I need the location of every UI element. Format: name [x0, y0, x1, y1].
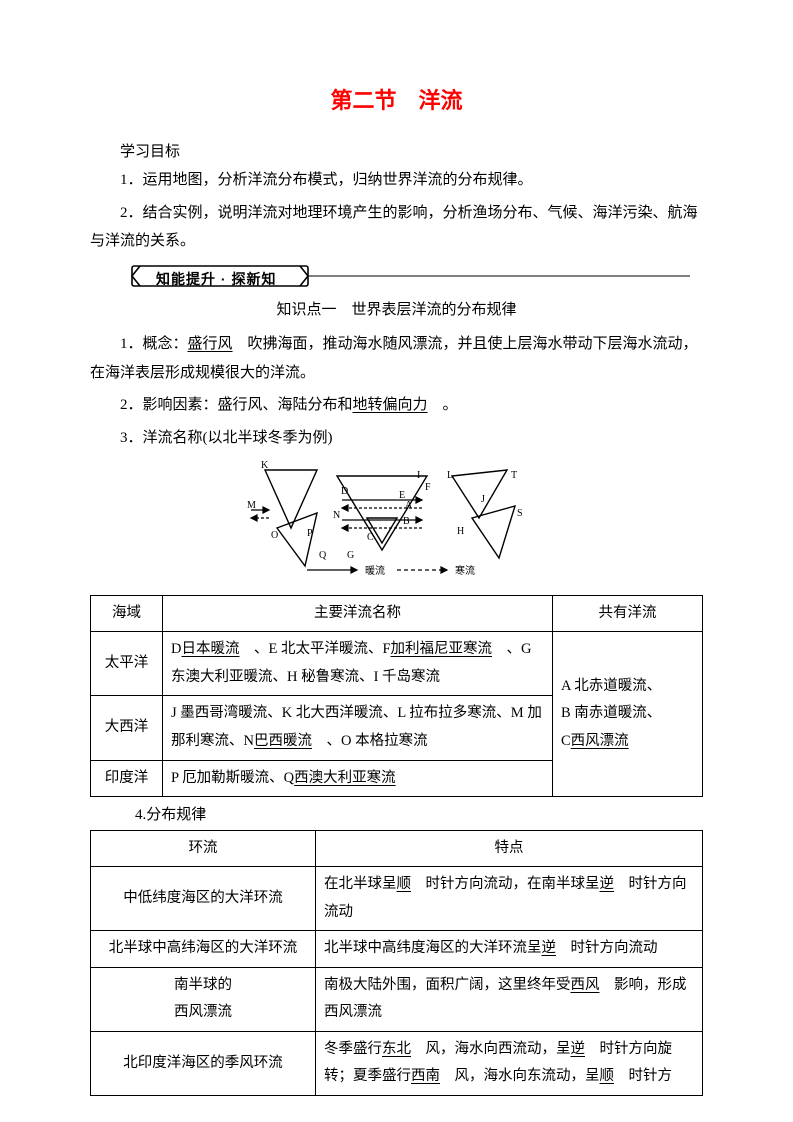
- cell-r1c1: 中低纬度海区的大洋环流: [91, 867, 316, 931]
- svg-text:D: D: [341, 486, 348, 497]
- concept-line: 1．概念：盛行风 吹拂海面，推动海水随风漂流，并且使上层海水带动下层海水流动，在…: [90, 330, 703, 387]
- concept-blank: 盛行风: [188, 336, 233, 352]
- cell-indian-names: P 厄加勒斯暖流、Q西澳大利亚寒流: [163, 760, 553, 797]
- cell-r4c2: 冬季盛行东北 风，海水向西流动，呈逆 时针方向旋转；夏季盛行西南 风，海水向东流…: [316, 1031, 703, 1095]
- svg-text:暖流: 暖流: [365, 564, 385, 576]
- section-banner: 知能提升 · 探新知: [130, 264, 703, 292]
- banner-label: 知能提升 · 探新知: [156, 266, 276, 293]
- goal-2: 2．结合实例，说明洋流对地理环境产生的影响，分析渔场分布、气候、海洋污染、航海与…: [90, 199, 703, 256]
- svg-text:G: G: [347, 550, 354, 561]
- cell-r3c2: 南极大陆外围，面积广阔，这里终年受西风 影响，形成西风漂流: [316, 967, 703, 1031]
- svg-text:S: S: [517, 508, 523, 519]
- ocean-diagram-svg: K M O P Q G D E A B C F I H N L J T S 暖流…: [247, 458, 547, 576]
- cell-r1c2: 在北半球呈顺 时针方向流动，在南半球呈逆 时针方向流动: [316, 867, 703, 931]
- svg-text:Q: Q: [319, 550, 327, 561]
- svg-text:A: A: [405, 500, 413, 511]
- svg-text:O: O: [271, 530, 278, 541]
- cell-indian: 印度洋: [91, 760, 163, 797]
- svg-text:P: P: [307, 528, 313, 539]
- knowledge-point-title: 知识点一 世界表层洋流的分布规律: [90, 296, 703, 325]
- factors-line: 2．影响因素：盛行风、海陆分布和地转偏向力 。: [90, 391, 703, 420]
- th-feature: 特点: [316, 830, 703, 867]
- cell-r4c1: 北印度洋海区的季风环流: [91, 1031, 316, 1095]
- factors-pre: 2．影响因素：盛行风、海陆分布和: [120, 397, 353, 413]
- th-gyre: 环流: [91, 830, 316, 867]
- shared-c: C西风漂流: [561, 728, 694, 756]
- svg-text:B: B: [403, 516, 410, 527]
- svg-text:L: L: [447, 470, 453, 481]
- cell-shared: A 北赤道暖流、 B 南赤道暖流、 C西风漂流: [553, 632, 703, 797]
- ocean-diagram: K M O P Q G D E A B C F I H N L J T S 暖流…: [90, 458, 703, 587]
- svg-text:M: M: [247, 500, 256, 511]
- factors-blank: 地转偏向力: [353, 397, 428, 413]
- cell-atlantic: 大西洋: [91, 696, 163, 760]
- svg-text:I: I: [417, 470, 420, 481]
- svg-text:C: C: [367, 532, 374, 543]
- shared-a: A 北赤道暖流、: [561, 673, 694, 701]
- names-label: 3．洋流名称(以北半球冬季为例): [90, 424, 703, 453]
- page-title: 第二节 洋流: [90, 80, 703, 122]
- cell-r2c2: 北半球中高纬度海区的大洋环流呈逆 时针方向流动: [316, 931, 703, 968]
- svg-text:K: K: [261, 460, 269, 471]
- svg-text:H: H: [457, 526, 464, 537]
- table-row-header: 海域 主要洋流名称 共有洋流: [91, 595, 703, 632]
- table-row: 南半球的 西风漂流 南极大陆外围，面积广阔，这里终年受西风 影响，形成西风漂流: [91, 967, 703, 1031]
- rules-table: 环流 特点 中低纬度海区的大洋环流 在北半球呈顺 时针方向流动，在南半球呈逆 时…: [90, 830, 703, 1096]
- shared-b: B 南赤道暖流、: [561, 700, 694, 728]
- rules-label: 4.分布规律: [90, 801, 703, 830]
- goal-1: 1．运用地图，分析洋流分布模式，归纳世界洋流的分布规律。: [90, 166, 703, 195]
- svg-text:J: J: [481, 494, 485, 505]
- cell-r2c1: 北半球中高纬海区的大洋环流: [91, 931, 316, 968]
- table-row: 北半球中高纬海区的大洋环流 北半球中高纬度海区的大洋环流呈逆 时针方向流动: [91, 931, 703, 968]
- table-row: 中低纬度海区的大洋环流 在北半球呈顺 时针方向流动，在南半球呈逆 时针方向流动: [91, 867, 703, 931]
- cell-r3c1: 南半球的 西风漂流: [91, 967, 316, 1031]
- svg-text:T: T: [511, 470, 517, 481]
- cell-pacific-names: D日本暖流 、E 北太平洋暖流、F加利福尼亚寒流 、G 东澳大利亚暖流、H 秘鲁…: [163, 632, 553, 696]
- svg-text:N: N: [333, 510, 340, 521]
- th-shared: 共有洋流: [553, 595, 703, 632]
- svg-text:F: F: [425, 482, 431, 493]
- table-row: 太平洋 D日本暖流 、E 北太平洋暖流、F加利福尼亚寒流 、G 东澳大利亚暖流、…: [91, 632, 703, 696]
- cell-pacific: 太平洋: [91, 632, 163, 696]
- th-names: 主要洋流名称: [163, 595, 553, 632]
- th-ocean: 海域: [91, 595, 163, 632]
- goals-header: 学习目标: [90, 138, 703, 167]
- factors-post: 。: [428, 397, 458, 413]
- svg-text:寒流: 寒流: [455, 564, 475, 576]
- cell-atlantic-names: J 墨西哥湾暖流、K 北大西洋暖流、L 拉布拉多寒流、M 加那利寒流、N巴西暖流…: [163, 696, 553, 760]
- concept-pre: 1．概念：: [120, 336, 188, 352]
- table-row-header: 环流 特点: [91, 830, 703, 867]
- currents-table: 海域 主要洋流名称 共有洋流 太平洋 D日本暖流 、E 北太平洋暖流、F加利福尼…: [90, 595, 703, 797]
- table-row: 北印度洋海区的季风环流 冬季盛行东北 风，海水向西流动，呈逆 时针方向旋转；夏季…: [91, 1031, 703, 1095]
